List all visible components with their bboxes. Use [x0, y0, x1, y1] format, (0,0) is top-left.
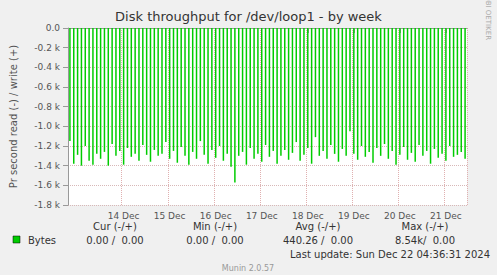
- svg-text:440.26 / 0.00: 440.26 / 0.00: [283, 235, 353, 246]
- svg-text:18 Dec: 18 Dec: [292, 211, 324, 221]
- svg-text:-1.6 k: -1.6 k: [34, 180, 60, 190]
- svg-text:Avg (-/+): Avg (-/+): [296, 221, 341, 232]
- svg-text:16 Dec: 16 Dec: [200, 211, 232, 221]
- svg-text:17 Dec: 17 Dec: [246, 211, 278, 221]
- svg-text:Max (-/+): Max (-/+): [401, 221, 448, 232]
- svg-text:Cur (-/+): Cur (-/+): [93, 221, 137, 232]
- svg-text:19 Dec: 19 Dec: [338, 211, 370, 221]
- svg-text:-1.2 k: -1.2 k: [34, 141, 60, 151]
- svg-text:Pr second read (-) / write (+): Pr second read (-) / write (+): [8, 45, 19, 188]
- svg-text:20 Dec: 20 Dec: [384, 211, 416, 221]
- svg-text:Bytes: Bytes: [28, 235, 56, 246]
- svg-text:Min (-/+): Min (-/+): [193, 221, 237, 232]
- svg-text:-1.0 k: -1.0 k: [34, 121, 60, 131]
- svg-text:-0.4 k: -0.4 k: [34, 62, 60, 72]
- svg-text:-1.4 k: -1.4 k: [34, 161, 60, 171]
- svg-text:14 Dec: 14 Dec: [108, 211, 140, 221]
- svg-text:8.54k/ 0.00: 8.54k/ 0.00: [395, 235, 455, 246]
- svg-text:Disk throughput for /dev/loop1: Disk throughput for /dev/loop1 - by week: [115, 9, 382, 24]
- svg-text:-0.6 k: -0.6 k: [34, 82, 60, 92]
- svg-text:Last update: Sun Dec 22 04:36:: Last update: Sun Dec 22 04:36:31 2024: [290, 249, 490, 260]
- svg-text:15 Dec: 15 Dec: [154, 211, 186, 221]
- svg-text:0.00 / 0.00: 0.00 / 0.00: [86, 235, 143, 246]
- svg-text:0.0: 0.0: [46, 23, 61, 33]
- svg-text:RRDTOOL / TOBI OETIKER: RRDTOOL / TOBI OETIKER: [484, 0, 492, 40]
- svg-text:21 Dec: 21 Dec: [430, 211, 462, 221]
- svg-text:0.00 / 0.00: 0.00 / 0.00: [186, 235, 243, 246]
- svg-text:Munin 2.0.57: Munin 2.0.57: [222, 264, 274, 273]
- svg-text:-0.8 k: -0.8 k: [34, 102, 60, 112]
- svg-text:-0.2 k: -0.2 k: [34, 43, 60, 53]
- svg-text:-1.8 k: -1.8 k: [34, 200, 60, 210]
